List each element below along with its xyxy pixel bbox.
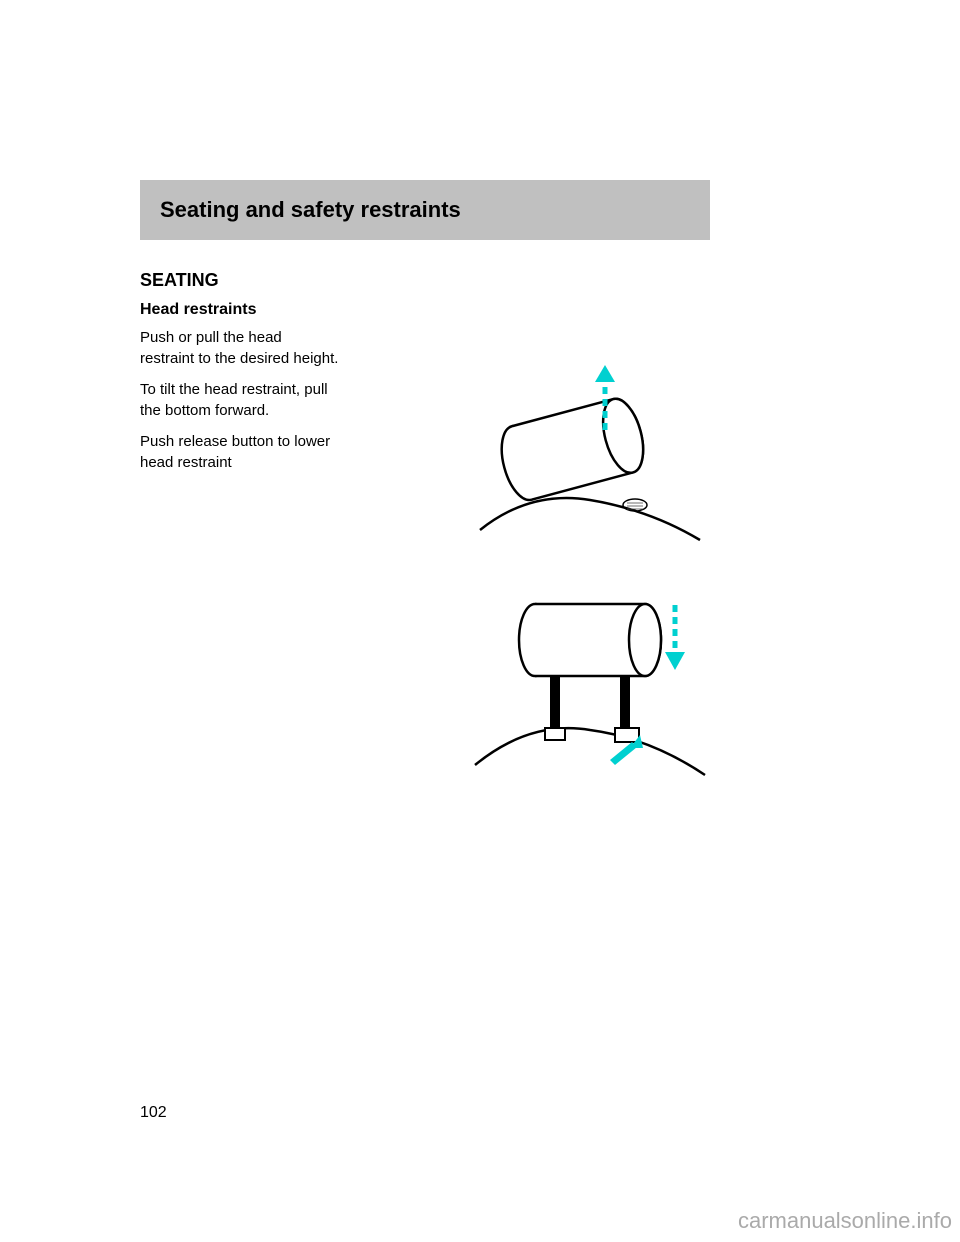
diagram-lower-headrest — [460, 580, 720, 780]
para3: Push release button to lower head restra… — [140, 431, 340, 473]
head-restraints-title: Head restraints — [140, 301, 340, 319]
para2: To tilt the head restraint, pull the bot… — [140, 379, 340, 421]
seat-top-2 — [475, 728, 705, 775]
down-arrow-icon — [665, 605, 685, 670]
header-bar: Seating and safety restraints — [140, 180, 710, 240]
page-number: 102 — [140, 1104, 167, 1122]
post-right — [620, 675, 630, 735]
para3-pre: Push release button to lower head restra… — [140, 433, 330, 471]
seating-title: SEATING — [140, 270, 340, 291]
headrest-2 — [519, 604, 661, 676]
page-container: Seating and safety restraints SEATING He… — [0, 0, 960, 1242]
collar-right — [615, 728, 639, 742]
right-column — [360, 270, 820, 780]
headrest-1 — [494, 394, 650, 504]
diagram-raise-headrest — [460, 360, 720, 550]
para1: Push or pull the head restraint to the d… — [140, 327, 340, 369]
post-left — [550, 675, 560, 735]
header-title: Seating and safety restraints — [160, 197, 461, 223]
left-column: SEATING Head restraints Push or pull the… — [140, 270, 340, 780]
content-area: SEATING Head restraints Push or pull the… — [140, 270, 820, 780]
collar-left — [545, 728, 565, 740]
watermark-text: carmanualsonline.info — [738, 1208, 952, 1234]
seat-top-1 — [480, 498, 700, 540]
